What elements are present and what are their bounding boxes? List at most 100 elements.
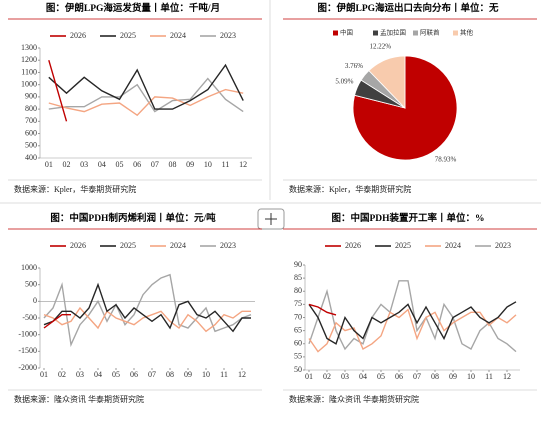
x-tick-label: 02 — [58, 370, 66, 379]
x-tick-label: 02 — [323, 372, 331, 381]
x-tick-label: 04 — [94, 370, 102, 379]
data-label: 3.76% — [345, 62, 363, 70]
y-tick-label: 75 — [294, 299, 302, 308]
data-label: 12.22% — [369, 42, 391, 50]
series-line — [308, 280, 517, 353]
legend-label: 阿联酋 — [420, 27, 440, 36]
series-line — [308, 308, 517, 353]
y-tick-label: 400 — [25, 153, 37, 162]
y-tick-label: 70 — [294, 312, 302, 321]
x-tick-label: 10 — [467, 372, 475, 381]
x-tick-label: 02 — [63, 160, 71, 169]
y-tick-label: 90 — [294, 260, 302, 269]
y-tick-label: 900 — [25, 92, 37, 101]
chart-title: 图：中国PDH制丙烯利润丨单位：元/吨 — [50, 212, 216, 224]
x-tick-label: 07 — [148, 370, 156, 379]
x-tick-label: 05 — [377, 372, 385, 381]
x-tick-label: 11 — [485, 372, 493, 381]
legend-label: 2024 — [170, 241, 186, 250]
y-tick-label: 1300 — [21, 43, 37, 52]
x-tick-label: 06 — [133, 160, 141, 169]
legend-swatch — [373, 30, 378, 36]
y-tick-label: 600 — [25, 128, 37, 137]
x-tick-label: 04 — [98, 160, 106, 169]
legend-label: 2026 — [70, 31, 86, 40]
y-tick-label: 1000 — [21, 79, 37, 88]
x-tick-label: 03 — [76, 370, 84, 379]
x-tick-label: 07 — [413, 372, 421, 381]
chart-title: 图：伊朗LPG海运出口去向分布丨单位：无 — [317, 2, 499, 14]
legend-label: 其他 — [460, 27, 474, 36]
legend-label: 2023 — [495, 241, 511, 250]
legend-label: 2026 — [70, 241, 86, 250]
series-line — [43, 282, 251, 333]
legend-label: 2023 — [220, 31, 236, 40]
x-tick-label: 07 — [151, 160, 159, 169]
y-tick-label: 80 — [294, 286, 302, 295]
x-tick-label: 09 — [184, 370, 192, 379]
x-tick-label: 05 — [112, 370, 120, 379]
legend-label: 孟加拉国 — [380, 27, 406, 36]
x-tick-label: 12 — [239, 160, 247, 169]
x-tick-label: 08 — [166, 370, 174, 379]
y-tick-label: 500 — [25, 141, 37, 150]
series-line — [48, 60, 68, 122]
x-tick-label: 03 — [341, 372, 349, 381]
y-tick-label: 1000 — [21, 263, 37, 272]
source-note: 数据来源：隆众资讯 华泰期货研究院 — [289, 394, 419, 404]
source-note: 数据来源：隆众资讯 华泰期货研究院 — [14, 394, 144, 404]
y-tick-label: 1100 — [21, 67, 37, 76]
legend-label: 2024 — [445, 241, 461, 250]
x-tick-label: 11 — [220, 370, 228, 379]
x-tick-label: 03 — [80, 160, 88, 169]
legend-label: 2024 — [170, 31, 186, 40]
x-tick-label: 08 — [431, 372, 439, 381]
legend-swatch — [453, 30, 458, 36]
x-tick-label: 10 — [204, 160, 212, 169]
pie-slice — [368, 55, 406, 109]
series-line — [308, 301, 517, 345]
x-tick-label: 11 — [222, 160, 230, 169]
x-tick-label: 06 — [395, 372, 403, 381]
x-tick-label: 05 — [116, 160, 124, 169]
y-tick-label: 65 — [294, 325, 302, 334]
y-tick-label: 800 — [25, 104, 37, 113]
x-tick-label: 08 — [169, 160, 177, 169]
legend-swatch — [333, 30, 338, 36]
x-tick-label: 12 — [503, 372, 511, 381]
series-line — [48, 77, 244, 113]
legend-label: 2025 — [120, 31, 136, 40]
add-button[interactable] — [257, 208, 285, 230]
x-tick-label: 01 — [40, 370, 48, 379]
y-tick-label: -1500 — [18, 346, 37, 355]
series-line — [43, 306, 251, 333]
y-tick-label: 85 — [294, 273, 302, 282]
x-tick-label: 01 — [45, 160, 53, 169]
legend-label: 2025 — [395, 241, 411, 250]
data-label: 5.09% — [335, 77, 353, 85]
series-line — [308, 303, 337, 316]
x-tick-label: 01 — [305, 372, 313, 381]
legend-label: 2025 — [120, 241, 136, 250]
y-tick-label: 50 — [294, 365, 302, 374]
y-tick-label: -2000 — [18, 363, 37, 372]
series-line — [43, 314, 71, 329]
y-tick-label: 60 — [294, 339, 302, 348]
source-note: 数据来源：Kpler，华泰期货研究院 — [289, 184, 411, 194]
x-tick-label: 06 — [130, 370, 138, 379]
x-tick-label: 09 — [186, 160, 194, 169]
x-tick-label: 04 — [359, 372, 367, 381]
legend-label: 2026 — [345, 241, 361, 250]
series-line — [48, 88, 244, 117]
x-tick-label: 10 — [202, 370, 210, 379]
y-tick-label: 1200 — [21, 55, 37, 64]
y-tick-label: -1000 — [18, 329, 37, 338]
legend-label: 2023 — [220, 241, 236, 250]
y-tick-label: 700 — [25, 116, 37, 125]
y-tick-label: -500 — [22, 313, 37, 322]
x-tick-label: 09 — [449, 372, 457, 381]
source-note: 数据来源：Kpler，华泰期货研究院 — [14, 184, 136, 194]
x-tick-label: 12 — [238, 370, 246, 379]
y-tick-label: 500 — [25, 279, 37, 288]
